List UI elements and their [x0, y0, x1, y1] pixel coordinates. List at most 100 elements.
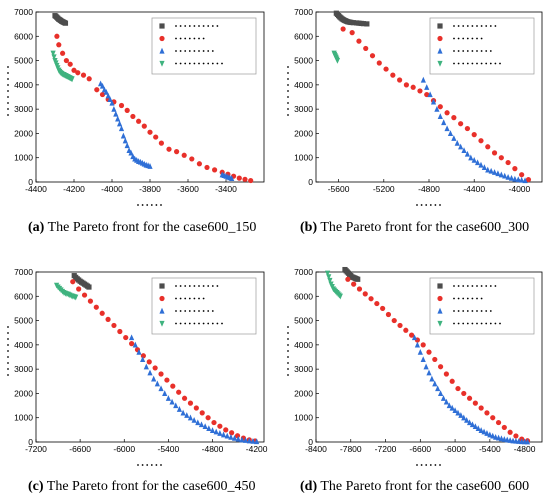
- series-2-point: [166, 146, 172, 152]
- series-3-point: [435, 385, 441, 392]
- series-2-point: [76, 286, 82, 292]
- legend-label-dots: [198, 50, 200, 52]
- series-2-point: [248, 177, 254, 184]
- caption-a-label: (a): [28, 220, 45, 235]
- legend-label-dots: [466, 62, 469, 65]
- y-axis-label-dots: [287, 84, 289, 86]
- series-3-point: [461, 147, 467, 154]
- legend-label-dots: [175, 50, 177, 52]
- x-axis-label-dots: [137, 464, 139, 466]
- y-axis-label-dots: [7, 356, 9, 358]
- x-tick-label: -4800: [202, 444, 224, 454]
- legend-label-dots: [489, 25, 492, 27]
- series-3-point: [209, 427, 216, 433]
- series-2-point: [461, 390, 467, 397]
- series-4-point: [69, 76, 75, 83]
- y-axis-label-dots: [287, 374, 289, 376]
- series-4-point: [337, 293, 343, 300]
- series-3-point: [103, 88, 109, 95]
- series-3-point: [169, 398, 175, 405]
- legend-label-dots: [471, 322, 474, 325]
- series-2-point: [478, 405, 484, 411]
- y-tick-label: 5000: [294, 316, 313, 326]
- legend-label-dots: [188, 25, 191, 27]
- y-axis-label-dots: [287, 344, 289, 346]
- series-2-point: [471, 132, 477, 138]
- legend-label-dots: [466, 50, 469, 52]
- series-3-point: [254, 438, 260, 445]
- legend-label-dots: [457, 62, 460, 65]
- legend-marker-3: [437, 47, 443, 54]
- legend-label-dots: [184, 62, 187, 65]
- x-axis-label-dots: [425, 204, 428, 206]
- legend-label-dots: [457, 37, 460, 40]
- legend-label-dots: [476, 62, 478, 65]
- legend-label-dots: [193, 297, 196, 300]
- series-3-point: [426, 369, 432, 376]
- series-3-point: [464, 150, 471, 157]
- legend-label-dots: [462, 322, 465, 325]
- legend-label-dots: [207, 310, 210, 312]
- legend-label-dots: [175, 322, 177, 325]
- series-3-point: [491, 169, 498, 175]
- series-2-point: [117, 328, 123, 335]
- legend-label-dots: [489, 50, 492, 52]
- series-3-point: [478, 161, 484, 168]
- y-axis-label-dots: [287, 362, 289, 364]
- series-3-point: [505, 173, 511, 180]
- caption-c-text: The Pareto front for the case600_450: [43, 479, 256, 494]
- x-axis-label-dots: [137, 204, 139, 206]
- x-axis-label-dots: [150, 204, 153, 206]
- series-3-point: [147, 163, 153, 169]
- caption-d-label: (d): [300, 479, 318, 494]
- series-3-point: [411, 334, 418, 341]
- series-2-point: [54, 33, 60, 39]
- y-tick-label: 6000: [294, 291, 313, 301]
- x-tick-label: -4800: [418, 184, 440, 194]
- series-3-point: [451, 135, 457, 141]
- series-3-point: [176, 406, 183, 412]
- series-3-point: [508, 174, 515, 181]
- x-tick-label: -6000: [444, 444, 466, 454]
- legend-label-dots: [221, 62, 223, 65]
- series-2-point: [380, 305, 386, 312]
- y-axis-label-dots: [287, 338, 289, 340]
- legend-label-dots: [198, 297, 200, 300]
- legend-label-dots: [471, 62, 474, 65]
- caption-a-text: The Pareto front for the case600_150: [44, 220, 257, 235]
- legend-label-dots: [179, 62, 182, 65]
- legend-label-dots: [466, 25, 469, 27]
- y-axis-label-dots: [7, 350, 9, 352]
- legend-label-dots: [471, 25, 474, 27]
- legend-label-dots: [198, 322, 200, 325]
- legend-label-dots: [179, 310, 182, 312]
- series-2-point: [403, 327, 409, 333]
- legend-label-dots: [202, 25, 205, 27]
- series-3-point: [478, 427, 484, 433]
- series-2-point: [525, 176, 532, 183]
- legend-label-dots: [175, 310, 177, 312]
- series-2-point: [124, 107, 130, 113]
- series-3-point: [151, 375, 157, 382]
- y-axis-label-dots: [287, 108, 289, 110]
- y-axis-label-dots: [7, 344, 9, 346]
- caption-c-label: (c): [28, 479, 44, 494]
- series-4-point: [51, 54, 57, 61]
- legend-marker-2: [159, 295, 165, 302]
- x-tick-label: -3400: [215, 184, 237, 194]
- y-axis-label-dots: [287, 326, 289, 328]
- series-3-point: [124, 142, 130, 149]
- legend-marker-1: [159, 23, 165, 29]
- series-4-point: [334, 57, 341, 64]
- legend-label-dots: [466, 310, 469, 312]
- series-3-point: [250, 437, 256, 444]
- series-2-point: [495, 419, 502, 426]
- legend-label-dots: [471, 50, 474, 52]
- series-3-point: [109, 99, 115, 106]
- series-2-point: [234, 433, 241, 439]
- series-3-point: [432, 380, 438, 387]
- series-2-point: [229, 430, 235, 436]
- x-tick-label: -6600: [69, 444, 91, 454]
- series-3-point: [427, 91, 433, 98]
- series-3-point: [490, 432, 496, 439]
